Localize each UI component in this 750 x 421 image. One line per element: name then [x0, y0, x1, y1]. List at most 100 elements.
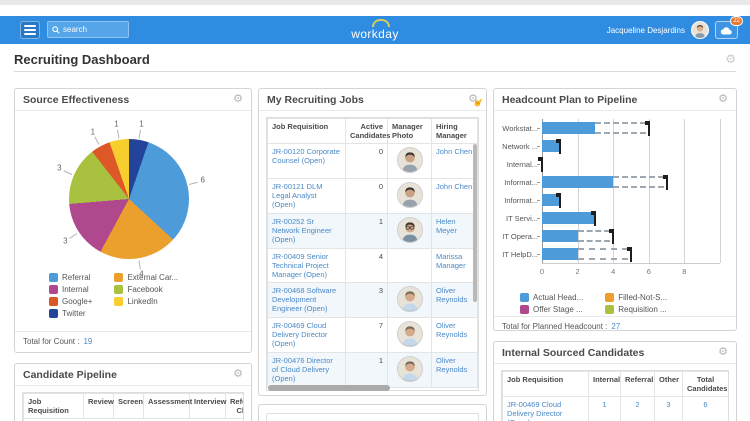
- hiring-manager-cell: John Chen: [431, 143, 478, 179]
- count-link[interactable]: 3: [666, 400, 671, 409]
- gridline: [720, 119, 721, 263]
- job-requisition-cell: JR-00468 Software Development Engineer (…: [267, 282, 346, 318]
- column-header-manager-photo: Manager Photo: [387, 118, 432, 144]
- category-label: IT Servi...: [506, 214, 538, 223]
- internal-sourced-table: Job Requisition Internal Referral Other Tota…: [502, 371, 728, 421]
- notification-badge: 22: [730, 16, 743, 26]
- workday-logo[interactable]: workday: [348, 19, 402, 43]
- job-requisition-link[interactable]: JR-00469 Cloud Delivery Director (Open): [507, 400, 563, 421]
- count-link[interactable]: 2: [635, 400, 640, 409]
- job-requisition-cell: JR-00120 Corporate Counsel (Open): [267, 143, 346, 179]
- rec-start-cell: 0 m: [477, 317, 478, 353]
- user-area: Jacqueline Desjardins 22: [607, 16, 743, 44]
- total-planned-headcount: Total for Planned Headcount :27: [494, 316, 736, 337]
- panel-gear-icon[interactable]: ⚙: [718, 93, 728, 105]
- hiring-manager-link[interactable]: Marissa Manager: [436, 252, 466, 270]
- panel-gear-icon[interactable]: ⚙ ☝: [468, 93, 485, 109]
- actual-headcount-bar: [542, 248, 578, 260]
- actual-headcount-bar: [542, 194, 560, 206]
- workday-logo-text: workday: [351, 27, 399, 41]
- panel-gear-icon[interactable]: ⚙: [233, 368, 243, 380]
- table-row: JR-00252 Sr Network Engineer (Open) 1 Hele…: [267, 213, 478, 249]
- legend-column: Actual Head... Offer Stage ...: [520, 293, 583, 314]
- category-label: Network ...: [502, 142, 538, 151]
- job-requisition-link[interactable]: JR-00476 Director of Cloud Delivery (Ope…: [272, 356, 333, 383]
- column-header-job-requisition: Job Requisition: [267, 118, 346, 144]
- panel-gear-icon[interactable]: ⚙: [718, 346, 728, 358]
- hamburger-bar: [24, 33, 36, 35]
- active-candidates-cell: 0: [345, 178, 388, 214]
- planned-headcount-marker: [555, 139, 561, 154]
- hiring-manager-link[interactable]: John Chen: [436, 182, 473, 191]
- search-input[interactable]: [63, 25, 124, 34]
- table-row: JR-00469 Cloud Delivery Director (Open) 1…: [502, 396, 728, 421]
- count-link[interactable]: 6: [703, 400, 708, 409]
- topbar: workday Jacqueline Desjardins 22: [0, 16, 750, 44]
- global-search-box[interactable]: [47, 21, 129, 38]
- job-requisition-link[interactable]: JR-00469 Cloud Delivery Director (Open): [272, 321, 328, 348]
- pie-value-label: 1: [114, 119, 119, 129]
- page-divider: [14, 71, 736, 72]
- job-requisition-cell: JR-00476 Director of Cloud Delivery (Ope…: [267, 352, 346, 388]
- job-requisition-link[interactable]: JR-00409 Senior Technical Project Manage…: [272, 252, 329, 279]
- hiring-manager-link[interactable]: John Chen: [436, 147, 473, 156]
- workday-logo-arc-icon: [372, 19, 390, 27]
- source-effectiveness-panel: Source Effectiveness ⚙ 1 6 4 3 3 1 1 Referral I…: [14, 88, 252, 353]
- pie-leader-line: [94, 136, 100, 146]
- legend-label: LinkedIn: [127, 297, 158, 306]
- table-row: JR-00121 DLM Legal Analyst (Open) 0 John C…: [267, 178, 478, 214]
- job-requisition-link[interactable]: JR-00252 Sr Network Engineer (Open): [272, 217, 332, 244]
- count-cell: 3: [654, 396, 683, 421]
- hamburger-menu-button[interactable]: [20, 21, 40, 39]
- user-avatar[interactable]: [691, 21, 709, 39]
- count-link[interactable]: 1: [602, 400, 607, 409]
- search-icon: [52, 25, 60, 34]
- pie-value-label: 6: [200, 175, 205, 185]
- hiring-manager-link[interactable]: Oliver Reynolds: [436, 356, 468, 374]
- table-row: JR-00468 Software Development Engineer (…: [267, 282, 478, 318]
- page-settings-gear-icon[interactable]: ⚙: [725, 52, 736, 66]
- legend-swatch: [49, 285, 58, 294]
- column-header-job-requisition: Job Requisition: [23, 393, 84, 419]
- legend-label: External Car...: [127, 273, 179, 282]
- planned-dashed-extension: [577, 230, 611, 242]
- actual-headcount-bar: [542, 212, 596, 224]
- legend-swatch: [520, 305, 529, 314]
- y-axis-tick: [537, 218, 540, 219]
- horizontal-scrollbar[interactable]: [268, 385, 390, 391]
- legend-item: Requisition ...: [605, 305, 667, 314]
- gridline: [648, 119, 650, 263]
- category-label: Workstat...: [502, 124, 538, 133]
- legend-item: Actual Head...: [520, 293, 583, 302]
- planned-dashed-extension: [595, 122, 646, 134]
- active-candidates-cell: 4: [345, 248, 388, 283]
- job-requisition-cell: JR-00469 Cloud Delivery Director (Open): [267, 317, 346, 353]
- job-requisition-link[interactable]: JR-00468 Software Development Engineer (…: [272, 286, 337, 313]
- manager-avatar: [396, 182, 423, 208]
- hiring-manager-link[interactable]: Helen Meyer: [436, 217, 457, 235]
- rec-start-cell: 0 y: [477, 213, 478, 249]
- rec-start-cell: 0 y: [477, 178, 478, 214]
- x-tick-label: 2: [575, 267, 580, 276]
- panel-gear-icon[interactable]: ⚙: [233, 93, 243, 105]
- headcount-bar-chart: Workstat... Network ... Internal... Informa…: [494, 115, 736, 287]
- total-value: 19: [83, 337, 93, 346]
- job-requisition-link[interactable]: JR-00121 DLM Legal Analyst (Open): [272, 182, 323, 209]
- total-for-count: Total for Count :19: [15, 331, 251, 352]
- category-label: Informat...: [504, 178, 538, 187]
- table-row: JR-00120 Corporate Counsel (Open) 0 John C…: [267, 143, 478, 179]
- legend-swatch: [114, 285, 124, 294]
- my-recruiting-jobs-panel: My Recruiting Jobs ⚙ ☝ Job Requisition Act…: [258, 88, 487, 396]
- inbox-button[interactable]: 22: [715, 16, 743, 39]
- table-row: JR-00409 Senior Technical Project Manage…: [267, 248, 478, 283]
- pie-leader-line: [188, 181, 198, 185]
- hiring-manager-link[interactable]: Oliver Reynolds: [436, 321, 468, 339]
- actual-headcount-bar: [542, 176, 614, 188]
- job-requisition-link[interactable]: JR-00120 Corporate Counsel (Open): [272, 147, 340, 165]
- vertical-scrollbar[interactable]: [473, 144, 477, 302]
- window-top-strip: [0, 0, 750, 5]
- hiring-manager-link[interactable]: Oliver Reynolds: [436, 286, 468, 304]
- gridline: [577, 119, 579, 263]
- count-cell: 2: [620, 396, 655, 421]
